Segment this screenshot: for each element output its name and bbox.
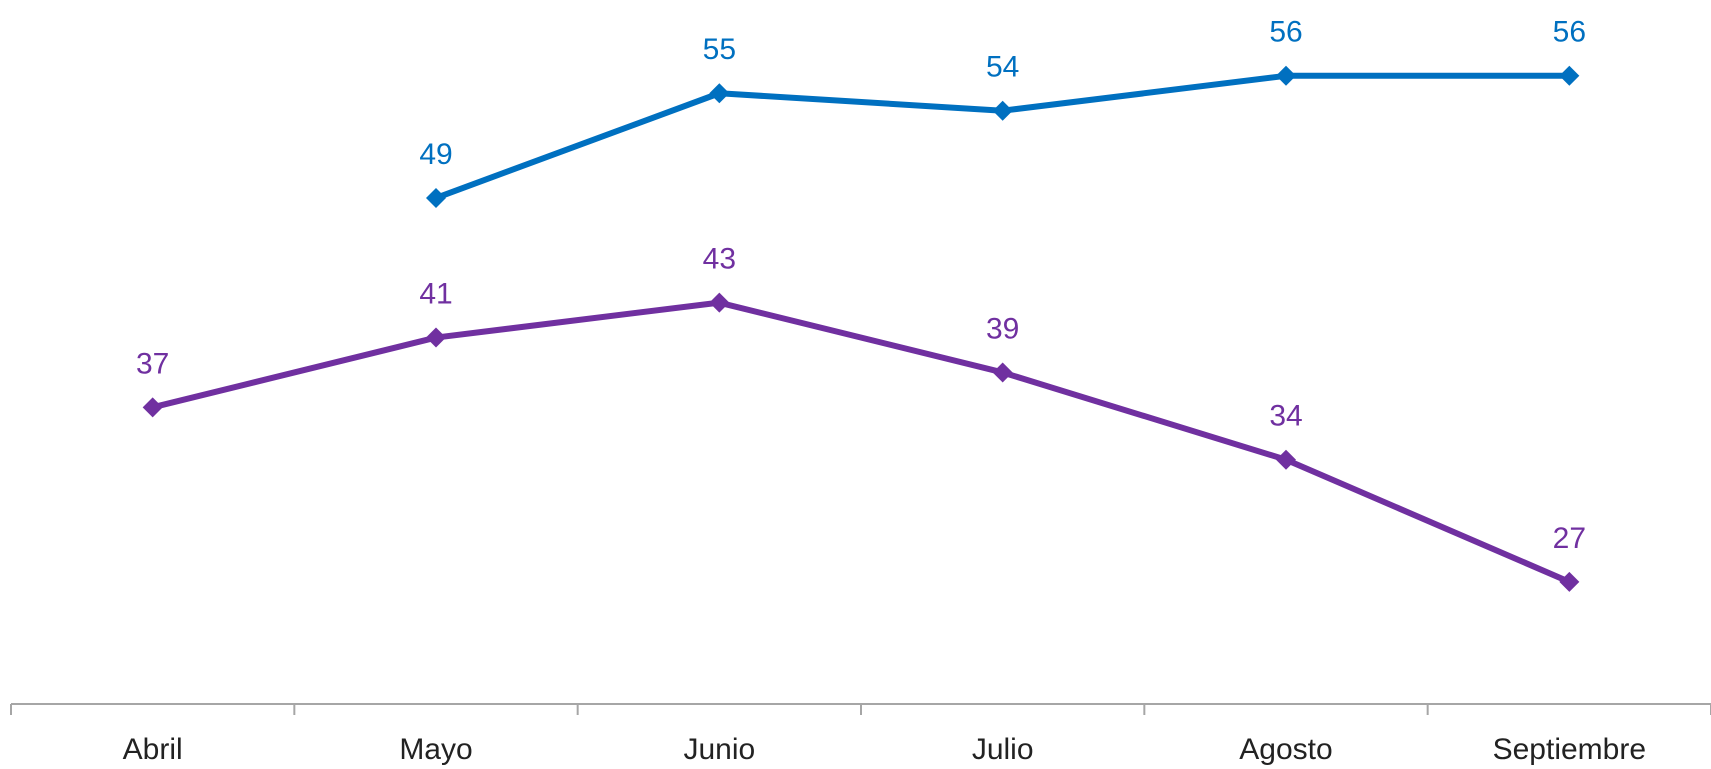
data-label: 49 [419, 138, 452, 171]
data-label: 56 [1269, 16, 1302, 49]
data-label: 39 [986, 312, 1019, 345]
data-label: 27 [1553, 522, 1586, 555]
series-line [151, 299, 1571, 585]
marker [426, 327, 446, 348]
data-label: 34 [1269, 400, 1302, 433]
marker [1276, 449, 1296, 470]
marker [992, 362, 1013, 383]
marker [1559, 571, 1580, 592]
data-label: 37 [136, 347, 169, 380]
x-tick-label: Agosto [1239, 733, 1332, 766]
data-label: 54 [986, 51, 1019, 84]
marker [709, 83, 730, 104]
marker [709, 292, 730, 313]
x-tick-label: Junio [683, 733, 755, 766]
marker [1559, 65, 1580, 86]
marker [992, 100, 1013, 121]
data-label: 56 [1553, 16, 1586, 49]
x-tick-label: Mayo [399, 733, 472, 766]
data-label: 55 [703, 33, 736, 66]
series-line [434, 72, 1570, 201]
data-label: 43 [703, 243, 736, 276]
marker [1276, 65, 1296, 86]
marker [426, 187, 446, 208]
x-tick-label: Septiembre [1493, 733, 1646, 766]
x-tick-label: Julio [972, 733, 1034, 766]
marker [142, 397, 163, 418]
x-tick-label: Abril [123, 733, 183, 766]
data-label: 41 [419, 277, 452, 310]
